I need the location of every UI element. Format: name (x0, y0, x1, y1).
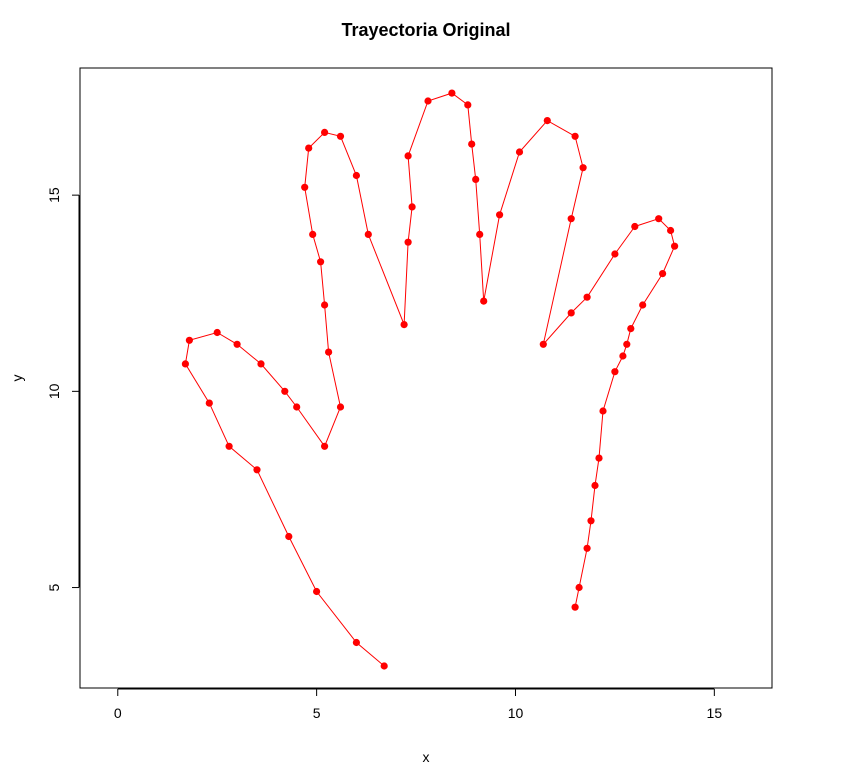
data-point (619, 352, 627, 360)
data-point (639, 301, 647, 309)
data-point (380, 662, 388, 670)
series-line (184, 92, 676, 667)
data-point (567, 309, 575, 317)
data-point (595, 454, 603, 462)
data-point (591, 481, 599, 490)
data-point (336, 132, 345, 140)
data-point (571, 603, 579, 611)
data-point (579, 164, 587, 172)
data-point (476, 230, 484, 238)
y-tick-label: 5 (46, 583, 62, 591)
data-point (205, 399, 213, 407)
data-point (352, 638, 360, 647)
x-axis-label: x (423, 749, 430, 765)
data-point (671, 242, 679, 250)
data-point (464, 101, 472, 109)
data-point (480, 297, 488, 305)
data-point (321, 301, 329, 309)
y-tick-label: 10 (46, 383, 62, 399)
data-point (468, 140, 476, 148)
data-point (599, 407, 607, 415)
data-point (317, 258, 325, 266)
data-point (611, 250, 619, 258)
data-point (611, 368, 619, 376)
data-point (253, 466, 261, 474)
data-point (408, 203, 416, 211)
data-point (404, 238, 412, 246)
data-point (321, 442, 329, 450)
data-point (567, 215, 575, 223)
data-point (352, 171, 360, 180)
y-axis-label: y (9, 375, 25, 382)
data-point (400, 321, 408, 329)
data-point (575, 583, 583, 592)
data-point (539, 340, 547, 348)
data-point (364, 230, 372, 238)
data-point (257, 360, 265, 368)
data-point (336, 403, 345, 411)
data-point (448, 89, 456, 97)
data-point (293, 403, 301, 411)
data-point (321, 128, 329, 136)
data-point (301, 183, 309, 191)
data-point (623, 340, 631, 348)
data-point (404, 152, 412, 160)
data-point (285, 532, 293, 541)
data-point (627, 325, 635, 333)
chart-title: Trayectoria Original (341, 20, 510, 40)
plot-frame (79, 67, 773, 689)
x-tick-label: 0 (114, 705, 122, 721)
data-point (583, 544, 591, 552)
data-point (424, 97, 432, 105)
data-point (631, 222, 639, 231)
data-point (281, 387, 289, 395)
x-tick-label: 10 (508, 705, 524, 721)
y-axis: 5 10 15 (46, 187, 80, 591)
data-point (213, 328, 221, 337)
series-layer (181, 89, 679, 670)
data-point (325, 348, 333, 356)
data-point (225, 442, 233, 450)
data-point (472, 175, 480, 183)
data-point (667, 226, 675, 235)
data-point (655, 215, 663, 223)
data-point (659, 270, 667, 278)
data-point (587, 517, 595, 525)
x-tick-label: 5 (313, 705, 321, 721)
data-point (571, 132, 579, 140)
data-point (305, 144, 313, 152)
data-point (181, 360, 189, 368)
data-point (313, 587, 321, 596)
data-point (515, 148, 524, 156)
data-point (185, 336, 193, 344)
x-tick-label: 15 (707, 705, 723, 721)
data-point (496, 211, 504, 219)
data-point (233, 340, 241, 348)
data-point (583, 293, 591, 301)
data-point (543, 117, 551, 125)
x-axis: 0 5 10 15 (114, 688, 723, 721)
data-point (309, 230, 317, 238)
y-tick-label: 15 (46, 187, 62, 203)
